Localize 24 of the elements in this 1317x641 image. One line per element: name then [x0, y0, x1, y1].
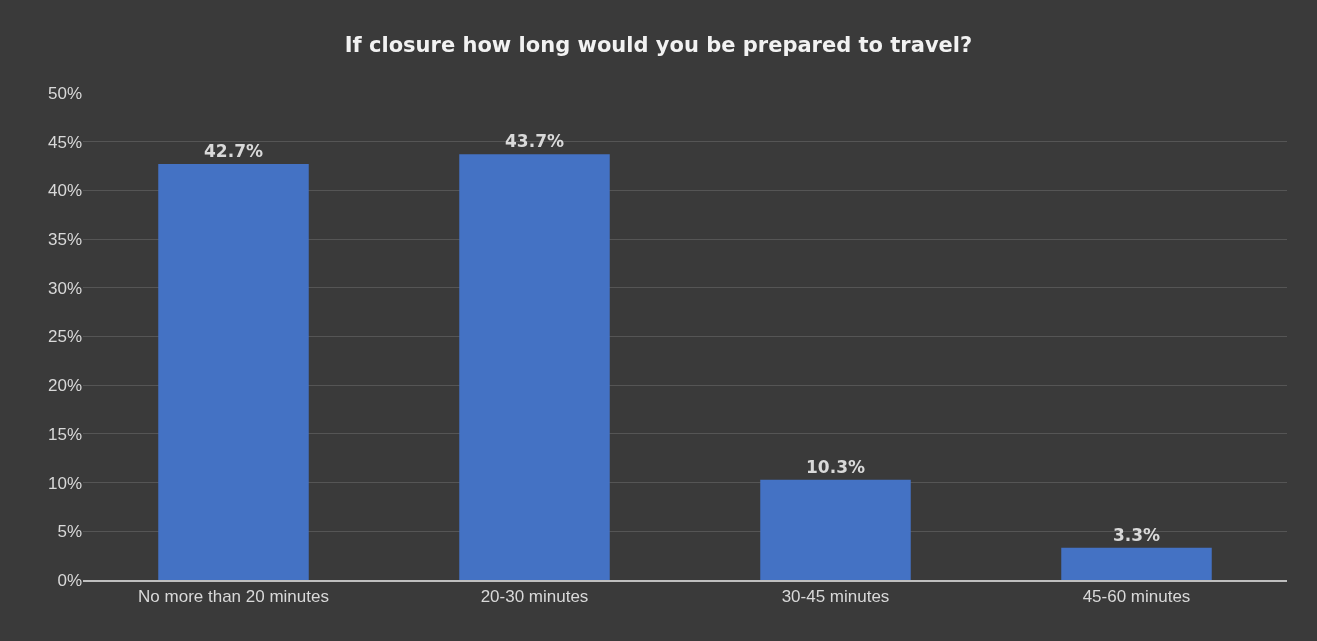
data-label: 10.3%	[806, 456, 865, 477]
y-tick-label: 5%	[57, 522, 82, 542]
y-tick-label: 10%	[47, 473, 82, 493]
data-label: 43.7%	[505, 131, 564, 152]
bar	[459, 154, 610, 580]
y-tick-label: 35%	[47, 230, 82, 250]
y-tick-label: 45%	[47, 132, 82, 152]
x-tick-label: 45-60 minutes	[1082, 587, 1191, 607]
y-tick-label: 15%	[47, 424, 82, 444]
chart-title: If closure how long would you be prepared to travel?	[344, 33, 973, 58]
bar	[760, 479, 911, 580]
y-tick-label: 20%	[47, 376, 82, 396]
x-tick-label: 20-30 minutes	[480, 587, 589, 607]
y-tick-label: 40%	[47, 181, 82, 201]
bar	[1061, 547, 1212, 580]
y-tick-label: 25%	[47, 327, 82, 347]
y-tick-label: 50%	[47, 83, 82, 103]
x-tick-label: No more than 20 minutes	[138, 587, 329, 607]
data-label: 42.7%	[204, 141, 263, 162]
y-tick-label: 30%	[47, 278, 82, 298]
y-tick-label: 0%	[57, 570, 82, 590]
data-label: 3.3%	[1112, 524, 1161, 545]
bar	[158, 164, 309, 580]
x-tick-label: 30-45 minutes	[781, 587, 890, 607]
